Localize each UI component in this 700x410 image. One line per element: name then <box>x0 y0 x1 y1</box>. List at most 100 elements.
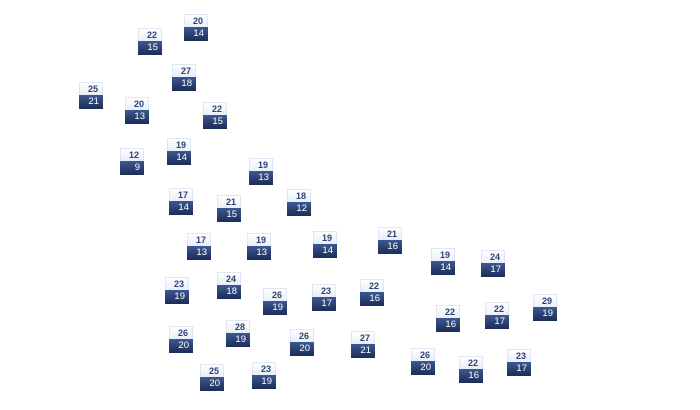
temperature-marker[interactable]: 19 14 <box>313 231 337 258</box>
low-temperature: 19 <box>533 307 557 321</box>
temperature-marker[interactable]: 22 16 <box>360 279 384 306</box>
low-temperature: 17 <box>507 362 531 376</box>
low-temperature: 17 <box>312 297 336 311</box>
high-temperature: 21 <box>378 227 402 240</box>
high-temperature: 22 <box>459 356 483 369</box>
high-temperature: 19 <box>247 233 271 246</box>
temperature-marker[interactable]: 25 21 <box>79 82 103 109</box>
temperature-marker[interactable]: 19 13 <box>249 158 273 185</box>
low-temperature: 9 <box>120 161 144 175</box>
high-temperature: 22 <box>485 302 509 315</box>
high-temperature: 22 <box>203 102 227 115</box>
high-temperature: 19 <box>167 138 191 151</box>
low-temperature: 20 <box>169 339 193 353</box>
temperature-marker[interactable]: 18 12 <box>287 189 311 216</box>
temperature-marker[interactable]: 26 19 <box>263 288 287 315</box>
high-temperature: 27 <box>172 64 196 77</box>
low-temperature: 13 <box>125 110 149 124</box>
high-temperature: 18 <box>287 189 311 202</box>
low-temperature: 15 <box>138 41 162 55</box>
low-temperature: 14 <box>167 151 191 165</box>
low-temperature: 18 <box>172 77 196 91</box>
temperature-marker[interactable]: 27 21 <box>351 331 375 358</box>
high-temperature: 25 <box>200 364 224 377</box>
low-temperature: 12 <box>287 202 311 216</box>
low-temperature: 21 <box>351 344 375 358</box>
temperature-marker[interactable]: 19 13 <box>247 233 271 260</box>
high-temperature: 20 <box>125 97 149 110</box>
high-temperature: 19 <box>431 248 455 261</box>
temperature-marker[interactable]: 23 19 <box>252 362 276 389</box>
temperature-marker[interactable]: 27 18 <box>172 64 196 91</box>
low-temperature: 14 <box>184 27 208 41</box>
high-temperature: 21 <box>217 195 241 208</box>
temperature-marker[interactable]: 26 20 <box>411 348 435 375</box>
high-temperature: 23 <box>252 362 276 375</box>
high-temperature: 19 <box>249 158 273 171</box>
temperature-marker[interactable]: 28 19 <box>226 320 250 347</box>
low-temperature: 15 <box>217 208 241 222</box>
high-temperature: 26 <box>290 329 314 342</box>
low-temperature: 16 <box>360 292 384 306</box>
temperature-marker[interactable]: 26 20 <box>290 329 314 356</box>
temperature-marker[interactable]: 19 14 <box>431 248 455 275</box>
low-temperature: 14 <box>313 244 337 258</box>
temperature-marker[interactable]: 23 17 <box>312 284 336 311</box>
low-temperature: 13 <box>249 171 273 185</box>
high-temperature: 26 <box>263 288 287 301</box>
temperature-marker[interactable]: 23 19 <box>165 277 189 304</box>
high-temperature: 22 <box>138 28 162 41</box>
high-temperature: 28 <box>226 320 250 333</box>
low-temperature: 21 <box>79 95 103 109</box>
temperature-marker[interactable]: 24 18 <box>217 272 241 299</box>
high-temperature: 24 <box>481 250 505 263</box>
temperature-marker[interactable]: 19 14 <box>167 138 191 165</box>
temperature-marker[interactable]: 17 14 <box>169 188 193 215</box>
high-temperature: 17 <box>169 188 193 201</box>
temperature-marker[interactable]: 25 20 <box>200 364 224 391</box>
low-temperature: 16 <box>459 369 483 383</box>
high-temperature: 22 <box>360 279 384 292</box>
high-temperature: 22 <box>436 305 460 318</box>
high-temperature: 23 <box>507 349 531 362</box>
high-temperature: 23 <box>165 277 189 290</box>
high-temperature: 27 <box>351 331 375 344</box>
temperature-marker[interactable]: 24 17 <box>481 250 505 277</box>
temperature-marker[interactable]: 22 16 <box>459 356 483 383</box>
temperature-marker[interactable]: 29 19 <box>533 294 557 321</box>
low-temperature: 16 <box>436 318 460 332</box>
high-temperature: 12 <box>120 148 144 161</box>
temperature-marker[interactable]: 20 13 <box>125 97 149 124</box>
temperature-marker[interactable]: 22 15 <box>138 28 162 55</box>
low-temperature: 17 <box>485 315 509 329</box>
low-temperature: 19 <box>263 301 287 315</box>
temperature-marker[interactable]: 22 16 <box>436 305 460 332</box>
low-temperature: 20 <box>200 377 224 391</box>
temperature-marker[interactable]: 22 15 <box>203 102 227 129</box>
low-temperature: 20 <box>290 342 314 356</box>
temperature-marker[interactable]: 12 9 <box>120 148 144 175</box>
high-temperature: 25 <box>79 82 103 95</box>
low-temperature: 19 <box>165 290 189 304</box>
temperature-marker[interactable]: 17 13 <box>187 233 211 260</box>
low-temperature: 19 <box>226 333 250 347</box>
temperature-marker[interactable]: 22 17 <box>485 302 509 329</box>
high-temperature: 26 <box>411 348 435 361</box>
high-temperature: 24 <box>217 272 241 285</box>
low-temperature: 20 <box>411 361 435 375</box>
low-temperature: 15 <box>203 115 227 129</box>
high-temperature: 26 <box>169 326 193 339</box>
temperature-marker[interactable]: 21 15 <box>217 195 241 222</box>
low-temperature: 13 <box>187 246 211 260</box>
low-temperature: 17 <box>481 263 505 277</box>
high-temperature: 23 <box>312 284 336 297</box>
temperature-marker[interactable]: 23 17 <box>507 349 531 376</box>
low-temperature: 16 <box>378 240 402 254</box>
temperature-marker[interactable]: 26 20 <box>169 326 193 353</box>
temperature-marker[interactable]: 21 16 <box>378 227 402 254</box>
high-temperature: 20 <box>184 14 208 27</box>
low-temperature: 19 <box>252 375 276 389</box>
high-temperature: 19 <box>313 231 337 244</box>
temperature-marker[interactable]: 20 14 <box>184 14 208 41</box>
low-temperature: 14 <box>169 201 193 215</box>
